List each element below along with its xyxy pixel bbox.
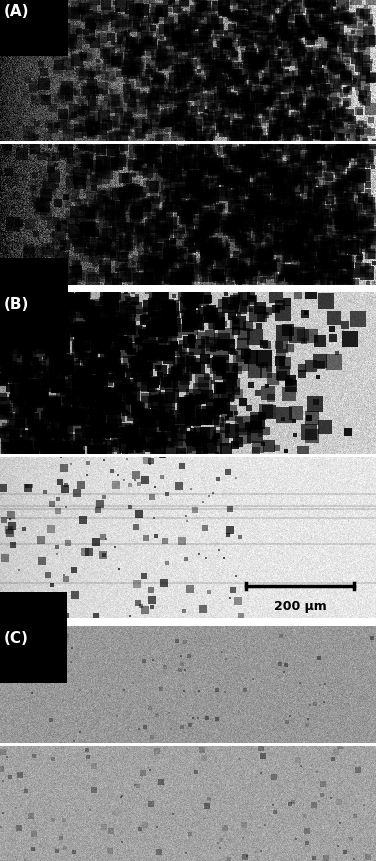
Text: 200 μm: 200 μm (274, 599, 326, 612)
Text: (C): (C) (4, 630, 29, 645)
Text: (B): (B) (4, 297, 29, 312)
Text: (A): (A) (4, 4, 29, 19)
